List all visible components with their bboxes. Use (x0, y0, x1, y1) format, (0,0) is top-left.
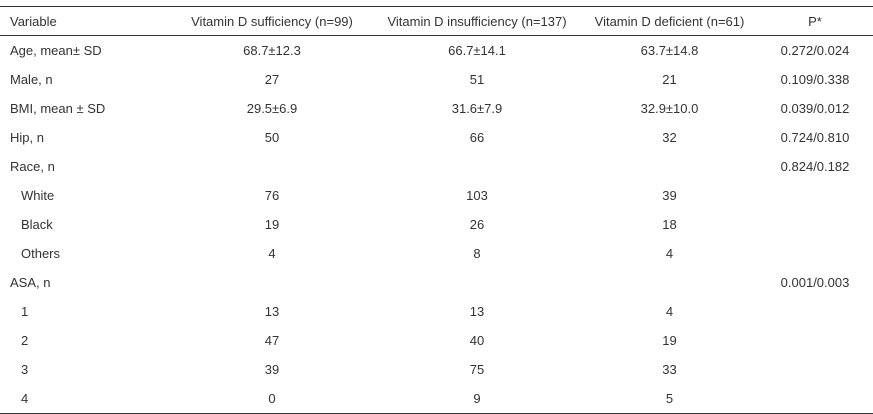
row-insufficiency: 31.6±7.9 (451, 101, 503, 116)
row-p-value (757, 355, 873, 384)
row-insufficiency: 13 (469, 304, 485, 319)
row-p-value: 0.272/0.024 (780, 43, 850, 58)
header-row: Variable Vitamin D sufficiency (n=99) Vi… (0, 6, 873, 36)
row-insufficiency: 66 (469, 130, 485, 145)
row-p-value: 0.039/0.012 (780, 101, 850, 116)
row-deficient: 32.9±10.0 (640, 101, 699, 116)
row-insufficiency (372, 268, 582, 297)
row-sufficiency: 27 (264, 72, 280, 87)
row-insufficiency: 9 (372, 384, 582, 414)
row-variable: ASA, n (10, 275, 51, 290)
row-deficient: 33 (662, 362, 677, 377)
row-sufficiency: 76 (264, 188, 280, 203)
row-variable: Age, mean± SD (10, 43, 102, 58)
table-row: Age, mean± SD 68.7±12.3 66.7±14.1 63.7±1… (0, 36, 873, 66)
row-p-value: 0.001/0.003 (780, 275, 850, 290)
table-row: BMI, mean ± SD 29.5±6.9 31.6±7.9 32.9±10… (0, 94, 873, 123)
row-insufficiency: 26 (469, 217, 485, 232)
row-sufficiency: 50 (264, 130, 280, 145)
row-variable: Black (21, 217, 53, 232)
row-p-value (757, 181, 873, 210)
row-variable: Race, n (10, 159, 55, 174)
header-p-value: P* (757, 6, 873, 36)
row-deficient: 21 (662, 72, 677, 87)
table-row: Black 19 26 18 (0, 210, 873, 239)
row-p-value: 0.109/0.338 (780, 72, 850, 87)
table-row: White 76 103 39 (0, 181, 873, 210)
row-sufficiency (172, 152, 372, 181)
table-row: 3 39 75 33 (0, 355, 873, 384)
row-insufficiency: 51 (469, 72, 485, 87)
row-variable: 3 (21, 362, 29, 377)
table-row: 2 47 40 19 (0, 326, 873, 355)
row-p-value (757, 384, 873, 414)
row-deficient: 18 (662, 217, 677, 232)
row-sufficiency: 13 (264, 304, 280, 319)
row-deficient: 63.7±14.8 (640, 43, 699, 58)
cropped-caption-fragment (0, 0, 873, 4)
row-insufficiency: 66.7±14.1 (448, 43, 506, 58)
row-variable: Hip, n (10, 130, 44, 145)
row-p-value: 0.724/0.810 (780, 130, 850, 145)
header-vitamin-d-sufficiency: Vitamin D sufficiency (n=99) (172, 6, 372, 36)
row-insufficiency: 8 (473, 246, 481, 261)
header-variable: Variable (0, 6, 172, 36)
row-variable: 4 (0, 384, 172, 414)
row-p-value (757, 326, 873, 355)
row-sufficiency: 68.7±12.3 (243, 43, 301, 58)
row-deficient: 4 (665, 246, 674, 261)
row-variable: Male, n (10, 72, 53, 87)
row-insufficiency (372, 152, 582, 181)
table-row: 4 0 9 5 (0, 384, 873, 414)
row-deficient: 19 (662, 333, 677, 348)
row-sufficiency: 29.5±6.9 (246, 101, 298, 116)
table-row: Others 4 8 4 (0, 239, 873, 268)
row-sufficiency: 0 (172, 384, 372, 414)
row-insufficiency: 103 (466, 188, 488, 203)
row-sufficiency: 47 (264, 333, 280, 348)
header-vitamin-d-deficient: Vitamin D deficient (n=61) (582, 6, 757, 36)
table-row: Race, n 0.824/0.182 (0, 152, 873, 181)
row-p-value (757, 210, 873, 239)
row-deficient (582, 152, 757, 181)
row-insufficiency: 40 (469, 333, 485, 348)
table-row: ASA, n 0.001/0.003 (0, 268, 873, 297)
row-insufficiency: 75 (469, 362, 485, 377)
row-variable: 2 (21, 333, 29, 348)
row-sufficiency: 4 (268, 246, 276, 261)
header-vitamin-d-insufficiency: Vitamin D insufficiency (n=137) (372, 6, 582, 36)
row-p-value (757, 239, 873, 268)
row-variable: White (21, 188, 55, 203)
row-p-value (757, 297, 873, 326)
row-p-value: 0.824/0.182 (780, 159, 850, 174)
row-deficient: 5 (582, 384, 757, 414)
row-sufficiency (172, 268, 372, 297)
row-deficient: 4 (665, 304, 674, 319)
row-variable: Others (21, 246, 61, 261)
table-row: Hip, n 50 66 32 0.724/0.810 (0, 123, 873, 152)
row-sufficiency: 19 (264, 217, 280, 232)
table-row: Male, n 27 51 21 0.109/0.338 (0, 65, 873, 94)
row-deficient (582, 268, 757, 297)
row-deficient: 39 (662, 188, 677, 203)
row-sufficiency: 39 (264, 362, 280, 377)
demographics-table: Variable Vitamin D sufficiency (n=99) Vi… (0, 6, 873, 414)
row-variable: 1 (21, 304, 29, 319)
table-header: Variable Vitamin D sufficiency (n=99) Vi… (0, 6, 873, 36)
table-row: 1 13 13 4 (0, 297, 873, 326)
row-variable: BMI, mean ± SD (10, 101, 106, 116)
row-deficient: 32 (662, 130, 677, 145)
table-body: Age, mean± SD 68.7±12.3 66.7±14.1 63.7±1… (0, 36, 873, 414)
